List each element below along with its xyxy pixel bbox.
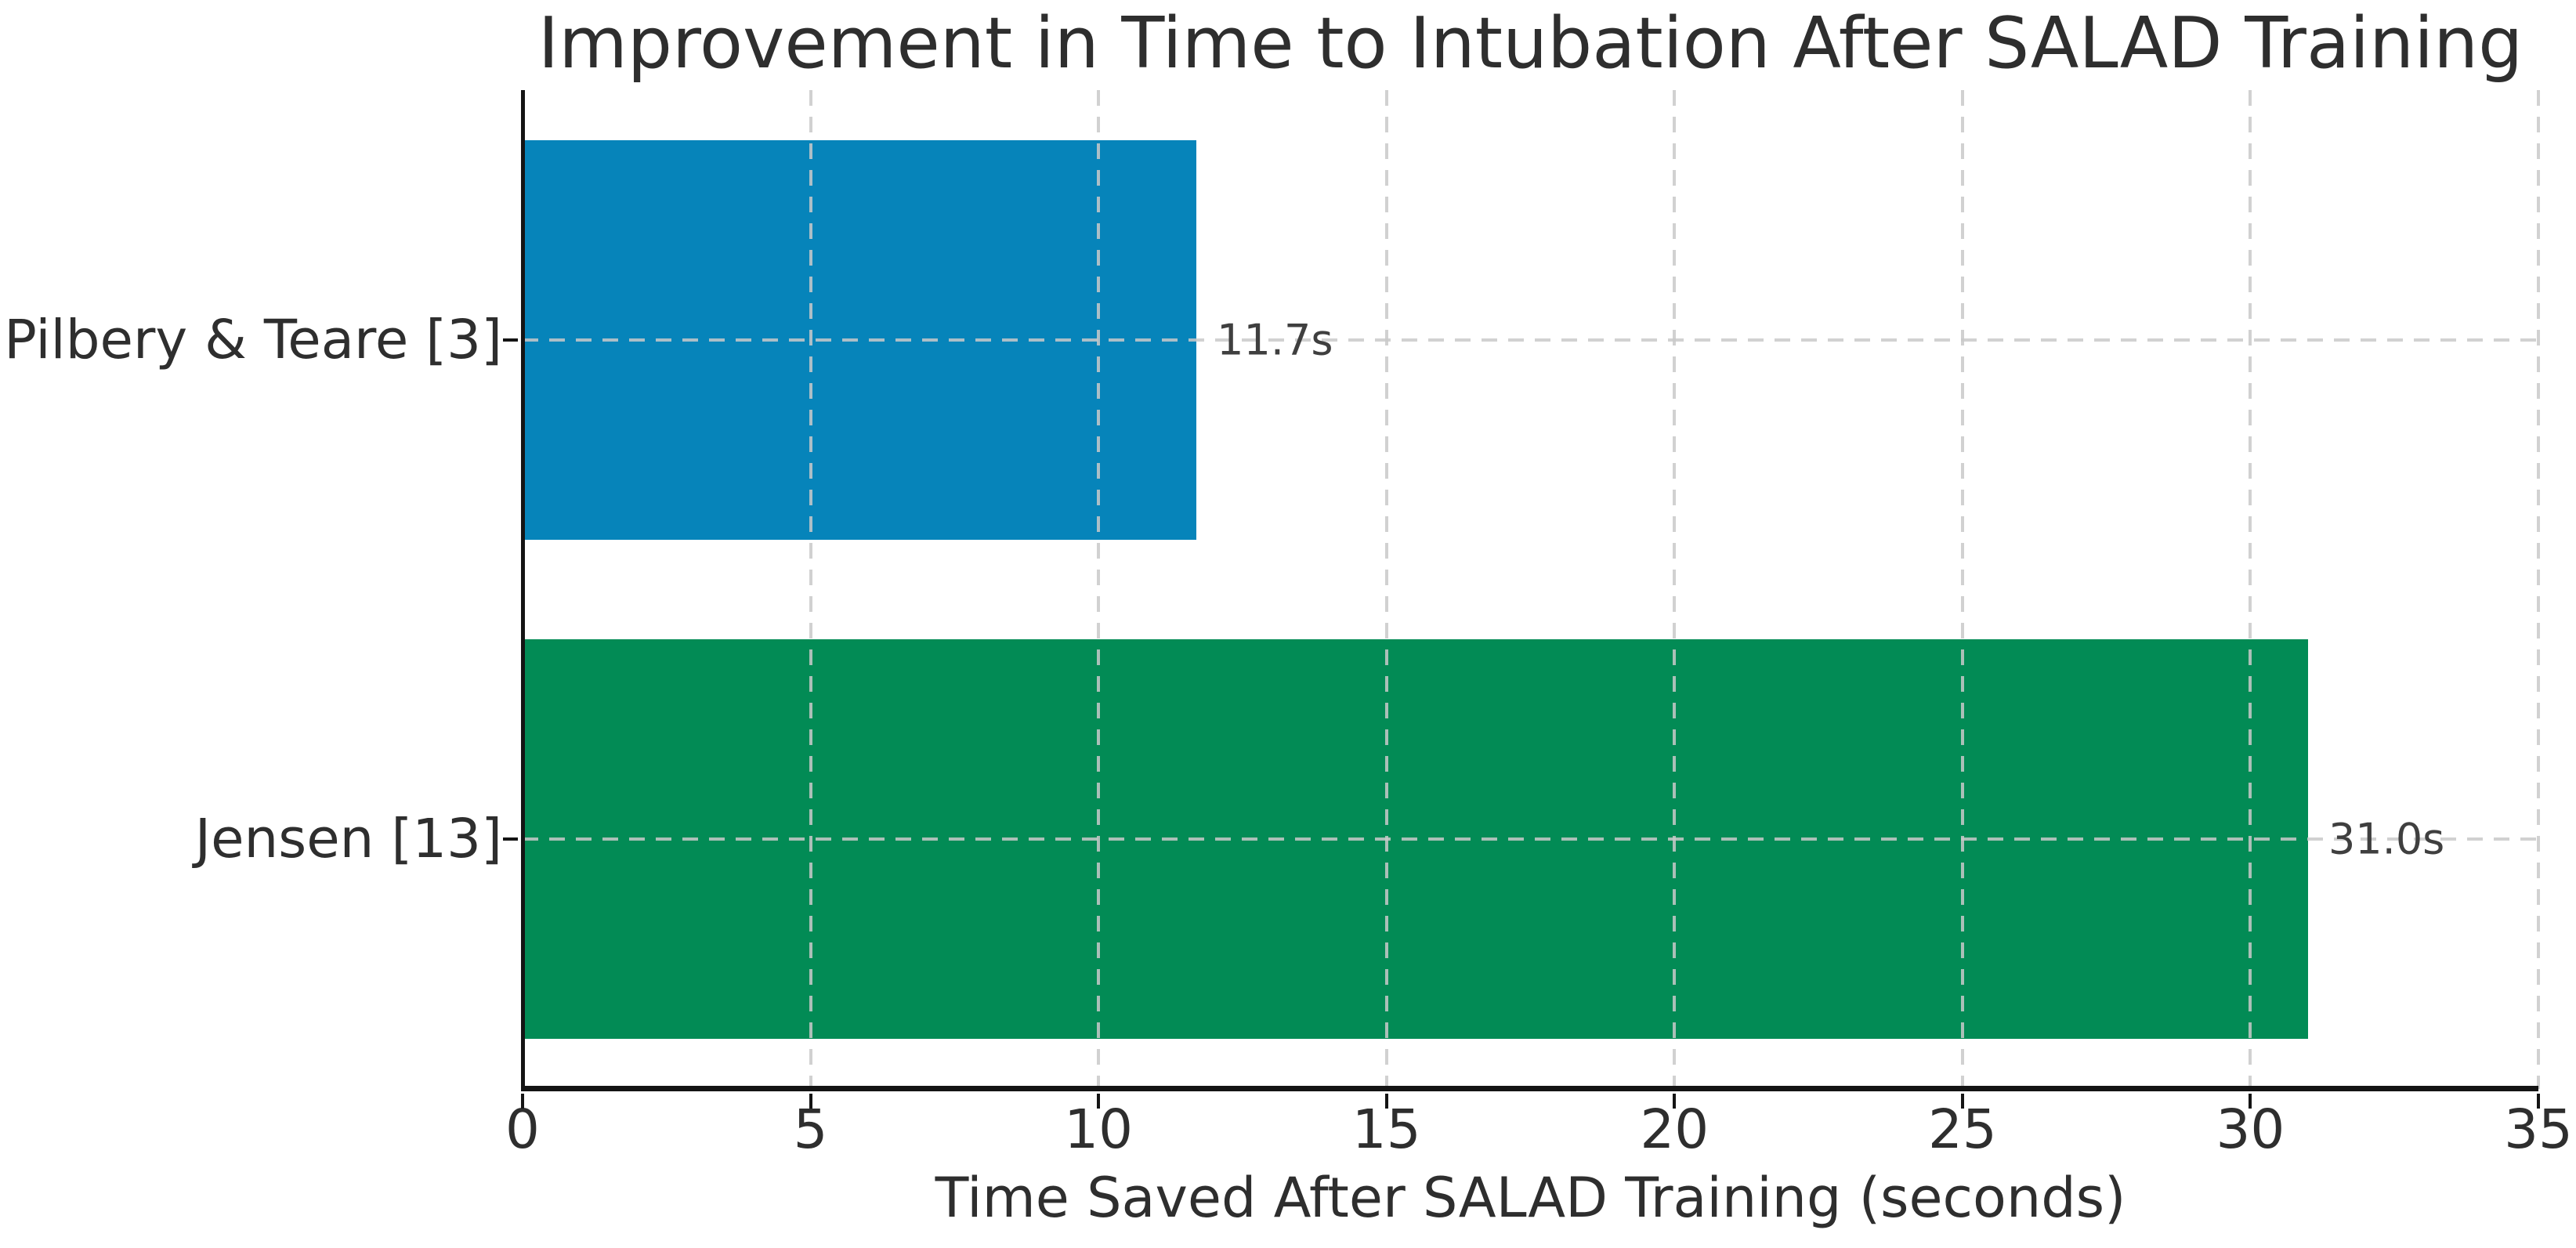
x-tick-label: 0 xyxy=(505,1098,540,1161)
x-tick-label: 20 xyxy=(1640,1098,1709,1161)
y-gridline xyxy=(523,837,2538,841)
x-tick-mark xyxy=(2249,1094,2252,1109)
y-axis-category-labels: Pilbery & Teare [3] Jensen [13] xyxy=(0,90,502,1089)
x-axis-spine xyxy=(521,1086,2538,1091)
category-label: Jensen [13] xyxy=(194,808,502,871)
y-tick-mark xyxy=(503,837,518,841)
x-tick-label: 5 xyxy=(793,1098,828,1161)
x-gridline xyxy=(2249,90,2252,1089)
x-tick-mark xyxy=(1673,1094,1677,1109)
x-tick-label: 35 xyxy=(2504,1098,2573,1161)
x-axis-label: Time Saved After SALAD Training (seconds… xyxy=(935,1166,2126,1230)
x-gridline xyxy=(1097,90,1101,1089)
category-label: Pilbery & Teare [3] xyxy=(4,308,502,371)
x-tick-mark xyxy=(1097,1094,1101,1109)
y-axis-spine xyxy=(521,90,525,1091)
x-tick-label: 10 xyxy=(1064,1098,1134,1161)
x-gridline xyxy=(809,90,812,1089)
x-tick-mark xyxy=(2537,1094,2540,1109)
x-tick-mark xyxy=(521,1094,524,1109)
x-tick-label: 30 xyxy=(2216,1098,2285,1161)
bar-value-label: 31.0s xyxy=(2328,814,2445,864)
x-tick-label: 15 xyxy=(1351,1098,1421,1161)
bar-value-label: 11.7s xyxy=(1217,315,1333,365)
chart-title: Improvement in Time to Intubation After … xyxy=(537,2,2524,85)
x-tick-mark xyxy=(809,1094,812,1109)
x-gridline xyxy=(1384,90,1388,1089)
y-gridline xyxy=(523,338,2538,342)
x-gridline xyxy=(2537,90,2540,1089)
plot-area: 11.7s 31.0s xyxy=(503,90,2540,1109)
x-gridline xyxy=(1673,90,1677,1089)
x-tick-mark xyxy=(1960,1094,1964,1109)
x-tick-label: 25 xyxy=(1927,1098,1997,1161)
x-axis-tick-labels: 0 5 10 15 20 25 30 35 xyxy=(505,1097,2573,1167)
x-gridline xyxy=(1960,90,1964,1089)
y-tick-mark xyxy=(503,338,518,342)
x-tick-mark xyxy=(1384,1094,1388,1109)
